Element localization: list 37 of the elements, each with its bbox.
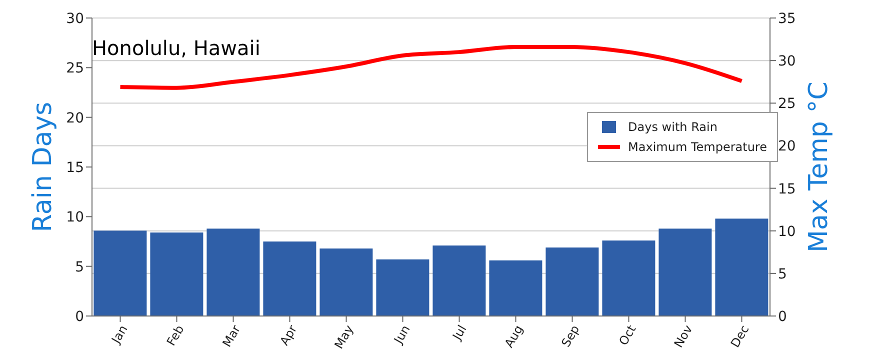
y-tick-label: 0 — [75, 308, 84, 325]
bar — [150, 232, 204, 316]
y-axis-title: Rain Days — [28, 102, 58, 232]
x-tick-label: Oct — [616, 322, 639, 348]
bar — [206, 228, 260, 316]
x-tick-label: Jun — [390, 322, 413, 347]
bar — [320, 248, 373, 316]
legend-label: Maximum Temperature — [628, 140, 767, 154]
bar — [263, 242, 316, 316]
y2-tick-label: 15 — [778, 181, 796, 198]
y2-tick-label: 30 — [778, 54, 796, 70]
bar — [94, 230, 147, 316]
y2-tick-label: 10 — [778, 224, 796, 240]
text: Honolulu, Hawaii — [92, 36, 260, 60]
y-tick-label: 10 — [66, 210, 84, 226]
bar — [376, 259, 430, 316]
x-tick-label: Feb — [164, 322, 187, 348]
bar — [658, 228, 712, 316]
x-tick-label: Jul — [449, 322, 470, 344]
bar — [546, 247, 599, 316]
y-tick-label: 25 — [66, 60, 84, 77]
x-tick-label: Jan — [108, 322, 130, 347]
y2-tick-label: 35 — [778, 10, 796, 27]
y2-tick-label: 20 — [778, 138, 796, 155]
y-tick-label: 30 — [66, 10, 84, 27]
bar — [715, 218, 768, 316]
y2-tick-label: 0 — [778, 308, 787, 325]
y-tick-label: 15 — [66, 160, 84, 176]
y-tick-label: 20 — [66, 110, 84, 126]
legend-label: Days with Rain — [628, 120, 718, 134]
y2-tick-label: 25 — [778, 96, 796, 112]
y-tick-label: 5 — [75, 259, 84, 276]
y2-tick-label: 5 — [778, 266, 787, 282]
y2-axis-title: Max Temp °C — [804, 82, 834, 252]
bar — [489, 260, 542, 316]
bar — [432, 245, 486, 316]
bar — [602, 240, 656, 316]
